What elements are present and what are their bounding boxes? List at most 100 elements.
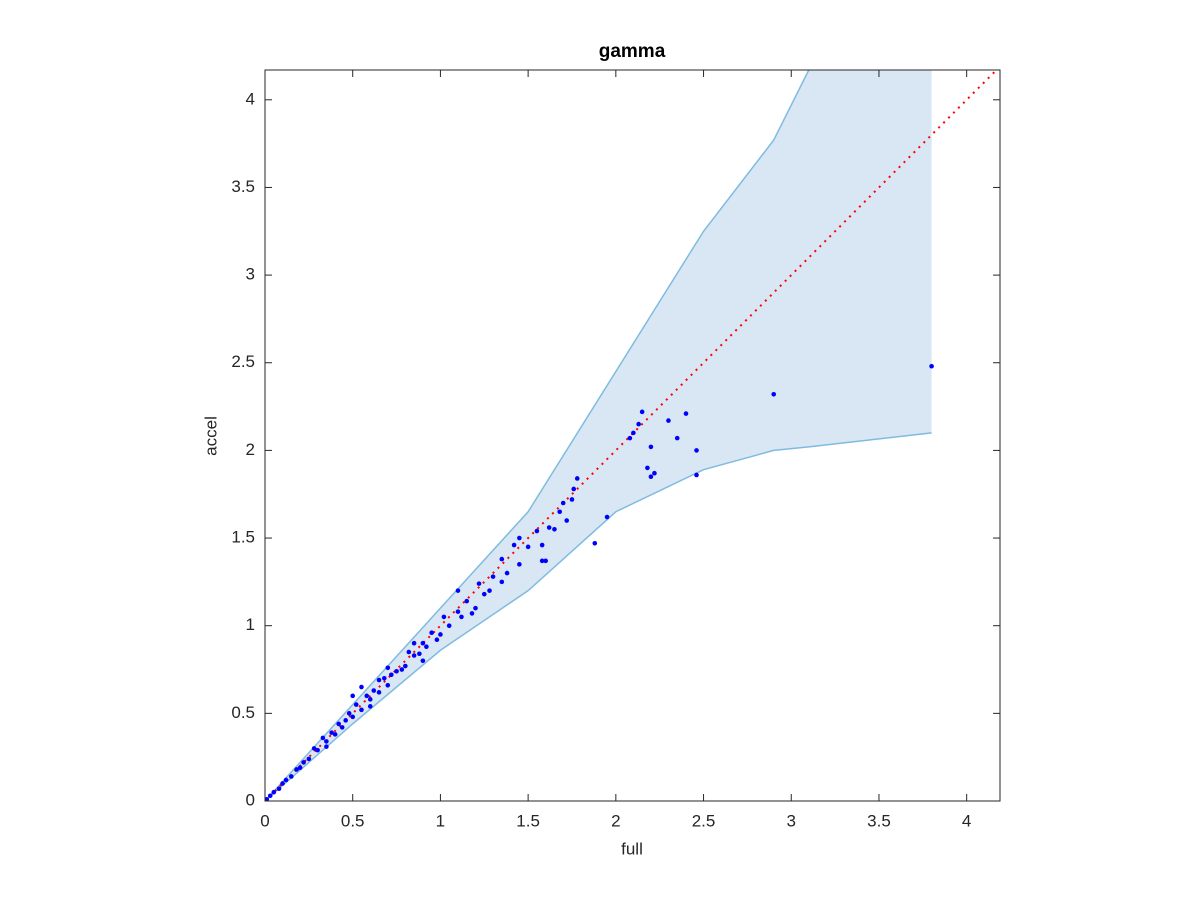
point bbox=[332, 732, 338, 737]
point bbox=[411, 653, 417, 658]
point bbox=[694, 472, 699, 478]
point bbox=[364, 693, 370, 699]
point bbox=[539, 558, 545, 564]
point bbox=[424, 644, 429, 650]
x-axis-label: full bbox=[621, 839, 643, 858]
point bbox=[674, 435, 680, 441]
point bbox=[455, 609, 461, 614]
point bbox=[666, 418, 671, 423]
x-tick-label: 0.5 bbox=[341, 811, 365, 830]
point bbox=[283, 777, 289, 783]
point bbox=[631, 430, 636, 436]
point bbox=[476, 581, 482, 586]
point bbox=[371, 688, 377, 693]
point bbox=[564, 518, 570, 523]
point bbox=[403, 663, 408, 669]
point bbox=[473, 605, 478, 611]
point bbox=[552, 526, 557, 532]
point bbox=[929, 363, 934, 369]
point bbox=[694, 448, 699, 453]
point bbox=[367, 704, 373, 709]
point bbox=[574, 476, 580, 481]
y-tick-label: 1 bbox=[246, 615, 255, 634]
point bbox=[546, 525, 552, 530]
point bbox=[490, 574, 496, 579]
point bbox=[481, 591, 487, 597]
point bbox=[464, 598, 470, 604]
point bbox=[367, 697, 373, 702]
point bbox=[420, 658, 426, 664]
point bbox=[511, 542, 517, 548]
point bbox=[517, 562, 522, 567]
point bbox=[343, 718, 348, 723]
axes-box bbox=[264, 69, 1001, 802]
y-tick-label: 0 bbox=[246, 790, 255, 809]
point bbox=[499, 579, 505, 585]
x-tick-label: 2 bbox=[611, 811, 620, 830]
point bbox=[394, 668, 399, 674]
y-tick-label: 2 bbox=[246, 440, 255, 459]
point bbox=[301, 760, 306, 765]
point bbox=[289, 774, 294, 779]
band-edge bbox=[265, 70, 810, 801]
point bbox=[417, 651, 422, 657]
point bbox=[329, 730, 334, 735]
point bbox=[441, 614, 447, 620]
x-tick-label: 2.5 bbox=[692, 811, 716, 830]
point bbox=[652, 470, 657, 476]
point bbox=[446, 623, 452, 629]
point bbox=[359, 684, 364, 690]
y-tick-label: 2.5 bbox=[231, 352, 255, 371]
x-tick-label: 3 bbox=[787, 811, 796, 830]
point bbox=[324, 739, 329, 744]
point bbox=[592, 541, 598, 546]
point bbox=[346, 711, 352, 716]
point bbox=[636, 421, 641, 427]
point bbox=[487, 588, 492, 593]
point bbox=[557, 509, 563, 515]
point bbox=[353, 702, 359, 707]
point bbox=[359, 707, 364, 713]
point bbox=[455, 588, 461, 593]
point bbox=[271, 789, 277, 795]
y-tick-label: 4 bbox=[246, 89, 255, 108]
y-axis-label: accel bbox=[201, 416, 220, 456]
point bbox=[504, 570, 510, 576]
chart-title: gamma bbox=[599, 41, 666, 62]
point bbox=[320, 735, 326, 741]
point bbox=[385, 683, 391, 688]
point bbox=[311, 746, 317, 751]
point bbox=[571, 486, 577, 492]
point bbox=[399, 667, 405, 672]
point bbox=[336, 721, 341, 727]
point bbox=[569, 497, 575, 502]
point bbox=[280, 781, 285, 786]
point bbox=[639, 409, 645, 415]
point bbox=[350, 714, 356, 720]
point bbox=[648, 444, 654, 450]
point bbox=[429, 630, 434, 636]
point bbox=[276, 786, 282, 792]
point bbox=[297, 765, 303, 770]
point bbox=[469, 611, 475, 616]
point bbox=[385, 665, 391, 671]
point bbox=[406, 649, 412, 655]
point bbox=[525, 544, 531, 550]
point bbox=[645, 465, 650, 471]
x-tick-label: 1.5 bbox=[516, 811, 540, 830]
point bbox=[376, 677, 382, 683]
point bbox=[539, 542, 545, 548]
point bbox=[350, 693, 356, 699]
x-tick-label: 0 bbox=[260, 811, 269, 830]
y-tick-label: 0.5 bbox=[231, 703, 255, 722]
y-tick-label: 1.5 bbox=[231, 528, 255, 547]
x-tick-label: 4 bbox=[962, 811, 971, 830]
point bbox=[420, 640, 426, 646]
point bbox=[771, 392, 777, 397]
x-tick-label: 1 bbox=[436, 811, 445, 830]
point bbox=[381, 675, 387, 681]
point bbox=[459, 614, 464, 620]
x-tick-label: 3.5 bbox=[867, 811, 891, 830]
point bbox=[265, 796, 270, 801]
